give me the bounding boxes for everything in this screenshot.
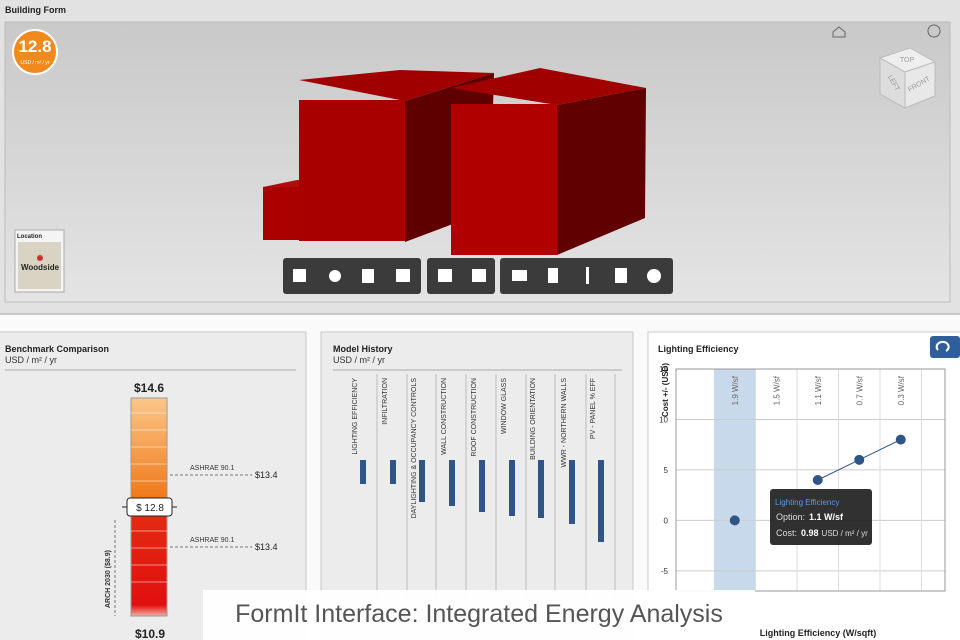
- y-tick-label: -5: [661, 567, 669, 576]
- marker-value: $13.4: [255, 470, 278, 480]
- toolbar: [283, 258, 673, 294]
- y-tick-label: 5: [664, 466, 669, 475]
- tooltip-row: Cost: 0.98 USD / m² / yr: [776, 528, 868, 538]
- benchmark-bottom: $10.9: [135, 627, 165, 640]
- tooltip: [770, 489, 872, 545]
- history-chart: LIGHTING EFFICIENCY INFILTRATION DAYLIGHTI…: [352, 374, 616, 600]
- marker-label: ASHRAE 90.1: [190, 465, 234, 472]
- y-tick-label: 0: [664, 516, 669, 525]
- tool-button[interactable]: [472, 269, 486, 282]
- tooltip-key: Cost:: [776, 528, 797, 538]
- history-step-label: WWR - NORTHERN WALLS: [561, 378, 568, 468]
- tool-button[interactable]: [329, 270, 341, 282]
- tool-button[interactable]: [362, 269, 374, 283]
- selected-band: [714, 369, 756, 591]
- history-step-label: BUILDING ORIENTATION: [530, 378, 537, 460]
- tool-button[interactable]: [548, 268, 558, 283]
- marker-label: ASHRAE 90.1: [190, 537, 234, 544]
- score-unit: USD / m² / yr: [21, 60, 50, 66]
- history-step-label: ROOF CONSTRUCTION: [471, 378, 478, 457]
- chart: -5 0 5 10 15 1.9 W/sf 1.5 W/sf 1.1 W/sf 0.7 W/sf…: [659, 365, 946, 592]
- x-axis-label: Lighting Efficiency (W/sqft): [760, 628, 877, 638]
- panel-unit: USD / m² / yr: [333, 355, 385, 365]
- x-tick-label: 1.1 W/sf: [814, 375, 823, 405]
- plot-frame: [675, 368, 946, 592]
- score-badge: [12, 29, 58, 75]
- map-pin: [37, 255, 43, 261]
- tool-button[interactable]: [647, 269, 661, 283]
- tooltip-value: 0.98: [801, 528, 819, 538]
- view-cube[interactable]: TOP LEFT FRONT: [878, 47, 937, 109]
- caption: FormIt Interface: Integrated Energy Anal…: [235, 600, 723, 628]
- refresh-icon: [935, 340, 950, 352]
- tooltip-unit: USD / m² / yr: [822, 529, 869, 538]
- y-tick-label: 10: [659, 415, 668, 424]
- home-icon[interactable]: [832, 26, 846, 38]
- data-point: [812, 475, 823, 485]
- map-thumb: [18, 242, 61, 289]
- info-icon[interactable]: [927, 24, 941, 38]
- tool-button[interactable]: [512, 270, 527, 281]
- tool-button[interactable]: [586, 267, 589, 284]
- tooltip-title: Lighting Efficiency: [775, 498, 839, 507]
- tool-button[interactable]: [293, 269, 306, 282]
- panel-unit: USD / m² / yr: [5, 355, 57, 365]
- tool-button[interactable]: [396, 269, 410, 282]
- history-step-label: INFILTRATION: [382, 378, 389, 425]
- refresh-button[interactable]: [930, 336, 960, 358]
- history-step-label: WINDOW GLASS: [501, 378, 508, 434]
- y-axis-label: Cost +/- (USD): [661, 363, 670, 417]
- tooltip-row: Option: 1.1 W/sf: [776, 512, 844, 522]
- data-point: [854, 454, 865, 465]
- history-step-label: PV - PANEL % EFF: [590, 378, 597, 439]
- score-value: 12.8: [18, 37, 51, 56]
- current-box: [126, 497, 173, 517]
- x-tick-label: 0.3 W/sf: [897, 375, 906, 405]
- caption-box: [203, 590, 755, 640]
- benchmark-current: $ 12.8: [136, 503, 164, 514]
- tooltip-value: 1.1 W/sf: [809, 512, 844, 522]
- lighting-panel: [647, 331, 960, 640]
- history-panel: [320, 331, 634, 640]
- location-label: Location: [17, 234, 42, 240]
- chart-title: Lighting Efficiency: [658, 344, 739, 354]
- marker-value: $13.4: [255, 542, 278, 552]
- tool-button[interactable]: [615, 268, 627, 283]
- x-tick-label: 0.7 W/sf: [855, 375, 864, 405]
- cube-top: TOP: [900, 57, 915, 64]
- tooltip-key: Option:: [776, 512, 805, 522]
- history-step-label: DAYLIGHTING & OCCUPANCY CONTROLS: [411, 378, 418, 519]
- benchmark-top: $14.6: [134, 381, 164, 395]
- tool-button[interactable]: [438, 269, 452, 282]
- x-tick-label: 1.5 W/sf: [772, 375, 781, 405]
- x-tick-label: 1.9 W/sf: [731, 375, 740, 405]
- panel-title: Model History: [333, 344, 393, 354]
- data-point: [895, 434, 906, 445]
- panel-title: Building Form: [5, 5, 66, 15]
- history-step-label: WALL CONSTRUCTION: [441, 378, 448, 455]
- history-step-label: LIGHTING EFFICIENCY: [352, 378, 359, 455]
- history-bars: [360, 460, 604, 542]
- y-tick-label: 15: [659, 365, 668, 374]
- location-name: Woodside: [21, 263, 60, 272]
- panel-title: Benchmark Comparison: [5, 344, 109, 354]
- target-label: ARCH 2030 ($8.9): [105, 550, 112, 608]
- data-point: [729, 515, 740, 526]
- building-model: [263, 68, 646, 255]
- bar-segments: [131, 412, 167, 583]
